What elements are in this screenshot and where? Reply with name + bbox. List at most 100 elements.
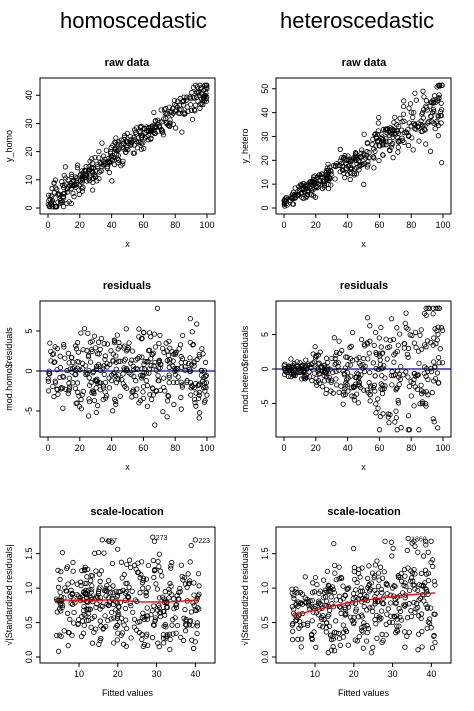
data-point (133, 393, 139, 399)
data-point (164, 348, 170, 354)
data-point (192, 102, 199, 108)
data-point (400, 103, 407, 110)
data-point (99, 140, 105, 146)
data-point (290, 628, 296, 634)
data-point (356, 374, 362, 381)
data-point (138, 124, 144, 131)
data-point (401, 582, 407, 589)
data-point (199, 346, 205, 352)
data-point (435, 331, 441, 337)
y-tick-label: 50 (260, 84, 270, 94)
x-tick-label: 30 (152, 669, 162, 679)
data-point (74, 165, 80, 171)
data-point (375, 120, 381, 126)
x-tick-label: 60 (138, 220, 148, 230)
data-point (365, 575, 371, 581)
column-heading-homoscedastic: homoscedastic (60, 8, 207, 33)
data-point (323, 369, 329, 376)
data-point (435, 133, 441, 139)
data-point (368, 383, 374, 389)
data-point (155, 373, 161, 379)
plot-frame (39, 526, 216, 664)
data-point (79, 185, 85, 192)
data-point (394, 627, 400, 633)
data-point (405, 142, 412, 149)
data-point (178, 379, 184, 385)
data-point (118, 163, 124, 169)
data-point (325, 650, 331, 656)
data-point (387, 125, 394, 131)
data-point (84, 348, 90, 354)
data-point (419, 628, 425, 635)
data-point (140, 372, 146, 379)
data-point (408, 575, 415, 581)
data-point (187, 368, 193, 374)
data-point (390, 545, 396, 551)
data-point (143, 589, 149, 595)
data-point (78, 171, 84, 177)
data-point (74, 181, 80, 187)
data-point (408, 393, 414, 399)
data-point (416, 427, 422, 433)
data-point (97, 598, 103, 604)
data-point (65, 390, 71, 397)
x-tick-label: 100 (435, 220, 450, 230)
data-point (383, 127, 389, 133)
data-point (389, 553, 395, 559)
data-point (306, 374, 313, 380)
data-point (379, 131, 385, 137)
data-point (88, 594, 94, 601)
data-point (325, 167, 331, 173)
data-point (373, 365, 379, 372)
data-point (65, 610, 71, 616)
data-point (164, 121, 170, 127)
data-point (401, 345, 407, 351)
data-point (312, 344, 318, 350)
data-point (106, 160, 112, 166)
data-point (343, 611, 349, 618)
data-point (189, 637, 195, 643)
data-point (333, 376, 339, 382)
data-point (166, 586, 172, 593)
data-point (109, 178, 115, 184)
data-point (372, 131, 379, 137)
data-point (102, 156, 108, 162)
data-point (113, 398, 119, 404)
data-point (123, 617, 129, 623)
data-point (156, 563, 162, 570)
data-point (69, 579, 75, 585)
data-point (405, 413, 412, 419)
data-point (185, 580, 192, 587)
data-point (321, 378, 328, 384)
data-point (112, 140, 119, 146)
data-point (289, 604, 295, 610)
data-point (146, 370, 152, 376)
chart-title: residuals (103, 280, 151, 292)
y-axis-label: y_hetero (240, 128, 250, 163)
data-point (70, 190, 76, 196)
data-point (378, 136, 385, 142)
data-point (171, 97, 178, 104)
data-point (113, 607, 119, 613)
data-point (78, 330, 84, 336)
data-point (154, 305, 161, 311)
data-point (188, 96, 194, 102)
data-point (353, 594, 359, 601)
data-point (86, 606, 92, 612)
x-axis-label: x (361, 239, 366, 249)
data-point (377, 564, 384, 570)
y-tick-label: 0 (24, 205, 34, 210)
data-point (69, 354, 75, 361)
data-point (397, 614, 403, 620)
data-point (436, 92, 442, 98)
data-point (64, 186, 71, 192)
data-point (139, 335, 145, 341)
data-point (416, 613, 422, 619)
data-point (365, 158, 371, 164)
data-point (361, 368, 368, 375)
data-point (101, 371, 107, 377)
data-point (181, 111, 187, 117)
data-point (113, 359, 119, 365)
data-point (53, 204, 60, 210)
data-point (340, 629, 347, 635)
